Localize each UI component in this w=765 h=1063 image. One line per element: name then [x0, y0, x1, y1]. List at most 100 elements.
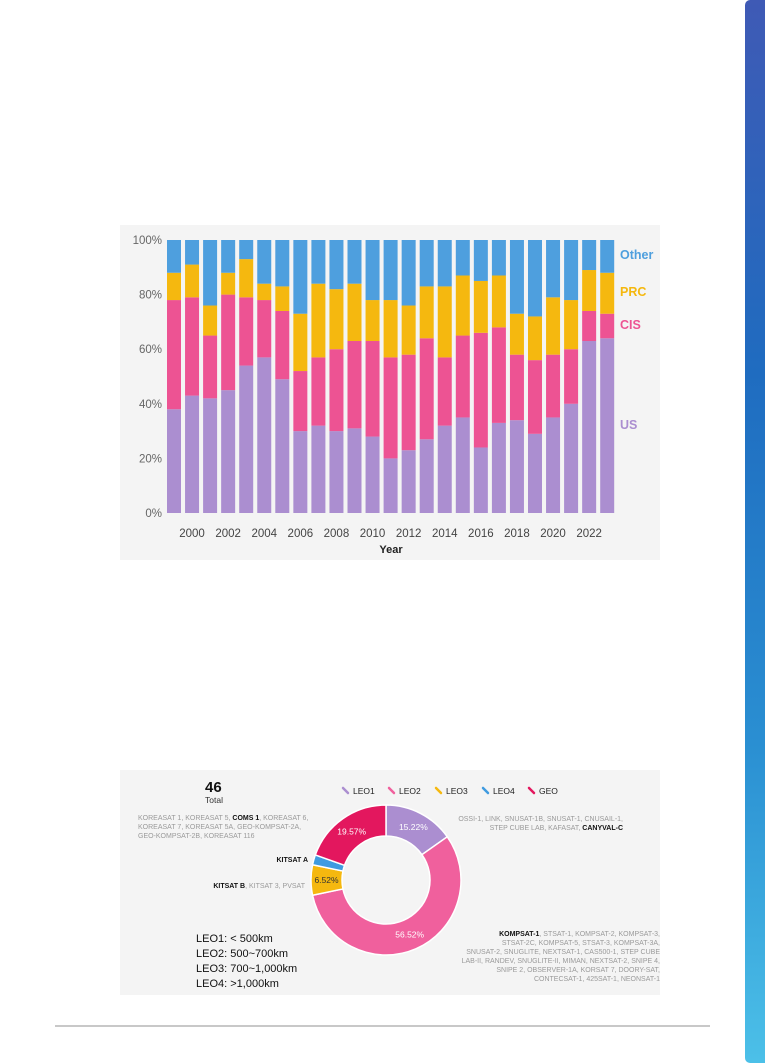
bar-us-2017	[491, 422, 506, 513]
bar-other-2007	[311, 240, 326, 284]
bar-prc-2022	[582, 270, 597, 311]
bar-cis-2016	[473, 332, 488, 448]
bar-us-1999	[167, 409, 181, 513]
slice-label-geo: 19.57%	[337, 826, 366, 836]
bar-prc-2015	[455, 275, 470, 336]
annotation-text: , KITSAT 3, PVSAT	[245, 883, 306, 890]
bar-prc-2016	[473, 280, 488, 333]
bar-prc-2002	[221, 272, 236, 295]
annotation-leo1-line: STEP CUBE LAB, KAFASAT, CANYVAL-C	[490, 825, 623, 832]
annotation-geo-line: KOREASAT 7, KOREASAT 5A, GEO-KOMPSAT-2A,	[138, 824, 301, 831]
x-tick-label: 2014	[432, 528, 458, 540]
annotation-text: LAB-II, RANDEV, SNUGLITE-II, MIMAN, NEXT…	[462, 958, 660, 965]
orbit-key-line: LEO1: < 500km	[196, 933, 273, 945]
x-tick-label: 2010	[360, 528, 386, 540]
annotation-text: CANYVAL-C	[582, 825, 623, 832]
bar-cis-2017	[491, 327, 506, 423]
legend-label-leo3: LEO3	[446, 786, 468, 796]
x-tick-label: 2000	[179, 528, 205, 540]
bar-other-2018	[509, 240, 524, 314]
bar-other-2012	[401, 240, 416, 306]
annotation-leo1-line: OSSI-1, LINK, SNUSAT-1B, SNUSAT-1, CNUSA…	[458, 816, 623, 823]
series-label-other: Other	[620, 248, 653, 262]
y-tick-label: 80%	[139, 290, 162, 302]
bar-prc-2018	[509, 313, 524, 355]
footer-divider	[55, 1025, 710, 1027]
bar-us-2008	[329, 431, 344, 513]
y-tick-label: 0%	[145, 508, 162, 520]
bar-prc-2017	[491, 275, 506, 328]
y-tick-label: 60%	[139, 344, 162, 356]
bar-prc-2012	[401, 305, 416, 355]
bar-other-2002	[221, 240, 236, 273]
bar-other-2005	[275, 240, 290, 287]
bar-other-2015	[455, 240, 470, 276]
orbit-key-line: LEO4: >1,000km	[196, 978, 279, 990]
bar-prc-2009	[347, 283, 362, 342]
bar-prc-2014	[437, 286, 452, 358]
bar-prc-2020	[546, 297, 561, 355]
bar-cis-2009	[347, 341, 362, 429]
bar-us-2006	[293, 431, 308, 513]
bar-us-2021	[564, 403, 579, 513]
legend-label-geo: GEO	[539, 786, 558, 796]
bar-cis-2020	[546, 354, 561, 418]
bar-other-2022	[582, 240, 597, 271]
slice-label-leo2: 56.52%	[395, 930, 424, 940]
bar-prc-2023	[600, 272, 615, 314]
donut-slice-geo	[314, 804, 387, 867]
bar-cis-2008	[329, 349, 344, 432]
bar-cis-1999	[167, 300, 181, 410]
bar-us-2002	[221, 390, 236, 513]
bar-prc-2008	[329, 289, 344, 350]
annotation-text: CONTECSAT-1, 425SAT-1, NEONSAT-1	[534, 976, 660, 983]
annotation-text: KITSAT B	[213, 883, 245, 890]
bar-us-2011	[383, 458, 398, 513]
slice-label-leo1: 15.22%	[399, 822, 428, 832]
bar-us-2019	[528, 433, 542, 513]
annotation-text: STEP CUBE LAB, KAFASAT,	[490, 825, 583, 832]
bar-prc-2010	[365, 300, 380, 342]
bar-other-2011	[383, 240, 398, 301]
y-tick-label: 100%	[133, 235, 162, 247]
bar-prc-2007	[311, 283, 326, 358]
slice-label-leo3: 6.52%	[314, 875, 339, 885]
y-tick-label: 20%	[139, 453, 162, 465]
bar-us-2004	[257, 357, 272, 513]
annotation-text: OSSI-1, LINK, SNUSAT-1B, SNUSAT-1, CNUSA…	[458, 816, 623, 823]
bar-cis-2003	[239, 297, 254, 366]
bar-prc-2000	[185, 264, 200, 298]
bar-cis-2007	[311, 357, 326, 426]
bar-us-2020	[546, 417, 561, 513]
bar-prc-2021	[564, 300, 579, 350]
bar-us-2013	[419, 439, 434, 513]
annotation-text: COMS 1	[232, 815, 259, 822]
annotation-geo-line: GEO-KOMPSAT-2B, KOREASAT 116	[138, 833, 255, 840]
bar-cis-2013	[419, 338, 434, 440]
annotation-text: , STSAT-1, KOMPSAT-2, KOMPSAT-3,	[539, 931, 660, 938]
bar-us-2023	[600, 338, 615, 513]
annotation-leo2-line: SNIPE 2, OBSERVER-1A, KORSAT 7, DOORY-SA…	[496, 967, 660, 974]
y-tick-label: 40%	[139, 399, 162, 411]
x-tick-label: 2004	[251, 528, 277, 540]
annotation-leo3-line: KITSAT B, KITSAT 3, PVSAT	[213, 883, 305, 890]
bar-other-2014	[437, 240, 452, 287]
bar-other-2017	[491, 240, 506, 276]
bar-other-1999	[167, 240, 181, 273]
bar-cis-2011	[383, 357, 398, 459]
bar-other-2023	[600, 240, 615, 273]
x-tick-label: 2002	[215, 528, 241, 540]
bar-prc-2003	[239, 259, 254, 298]
bar-cis-2018	[509, 354, 524, 421]
bar-cis-2002	[221, 294, 236, 391]
legend-label-leo1: LEO1	[353, 786, 375, 796]
bar-us-2009	[347, 428, 362, 513]
annotation-leo2-line: STSAT-2C, KOMPSAT-5, STSAT-3, KOMPSAT-3A…	[502, 940, 660, 947]
bar-us-2010	[365, 436, 380, 513]
bar-cis-2021	[564, 349, 579, 404]
bar-cis-2000	[185, 297, 200, 396]
bar-us-2014	[437, 425, 452, 513]
bar-other-2000	[185, 240, 200, 265]
bar-other-2010	[365, 240, 380, 301]
